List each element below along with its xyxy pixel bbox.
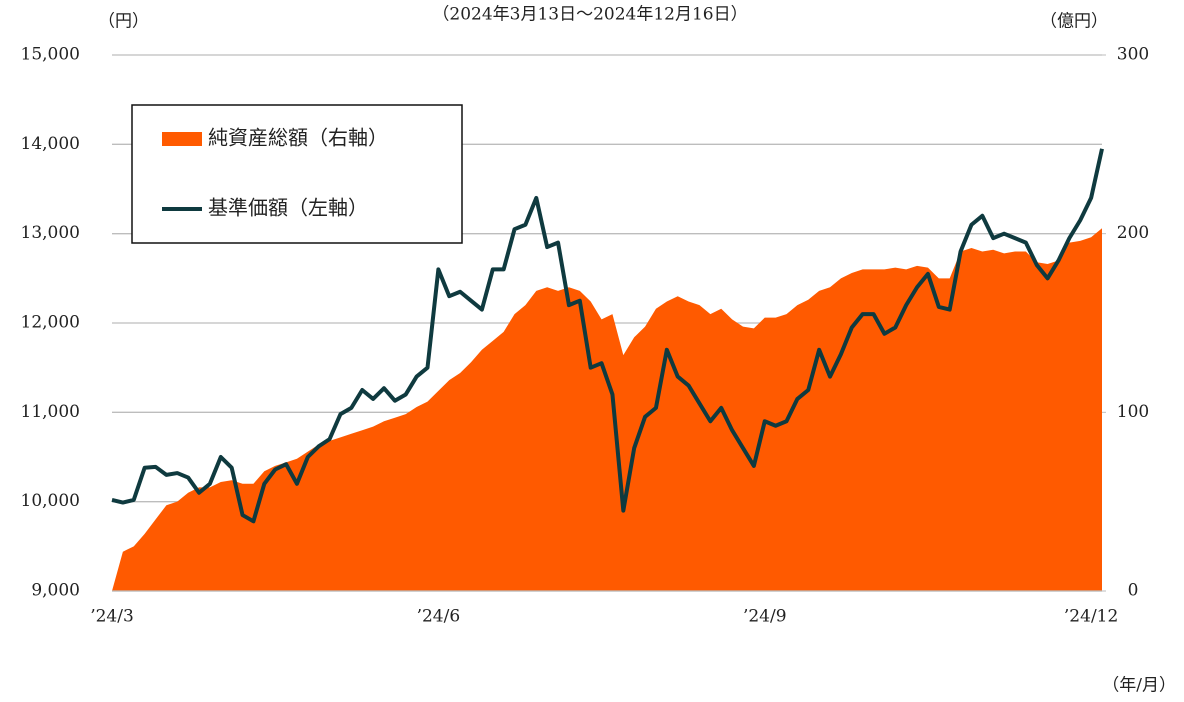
y2-tick-label: 0	[1128, 581, 1139, 601]
area	[112, 228, 1102, 591]
x-axis-unit: （年/月）	[1102, 676, 1176, 696]
x-tick-label: ’24/6	[417, 607, 461, 627]
y-tick-label: 10,000	[21, 491, 80, 511]
x-tick-label: ’24/12	[1064, 607, 1118, 627]
y2-tick-label: 200	[1117, 223, 1149, 243]
y2-axis-unit: （億円）	[1040, 12, 1108, 32]
plot	[111, 148, 1104, 591]
legend-swatch	[162, 132, 202, 146]
legend-label: 純資産総額（右軸）	[208, 126, 388, 150]
legend-box	[131, 104, 463, 244]
y-tick-label: 11,000	[21, 402, 80, 422]
y-tick-label: 14,000	[21, 134, 80, 154]
y-axis-unit: （円）	[98, 12, 149, 32]
line	[111, 148, 1104, 524]
x-tick-label: ’24/3	[90, 607, 134, 627]
x-tick-label: ’24/9	[743, 607, 787, 627]
y2-tick-label: 100	[1117, 402, 1149, 422]
chart-title: （2024年3月13日～2024年12月16日）	[432, 5, 747, 25]
y-tick-label: 15,000	[21, 45, 80, 65]
y2-tick-label: 300	[1117, 45, 1149, 65]
legend-label: 基準価額（左軸）	[208, 196, 368, 220]
y-tick-label: 13,000	[21, 223, 80, 243]
y-tick-label: 9,000	[31, 581, 80, 601]
y-tick-label: 12,000	[21, 313, 80, 333]
